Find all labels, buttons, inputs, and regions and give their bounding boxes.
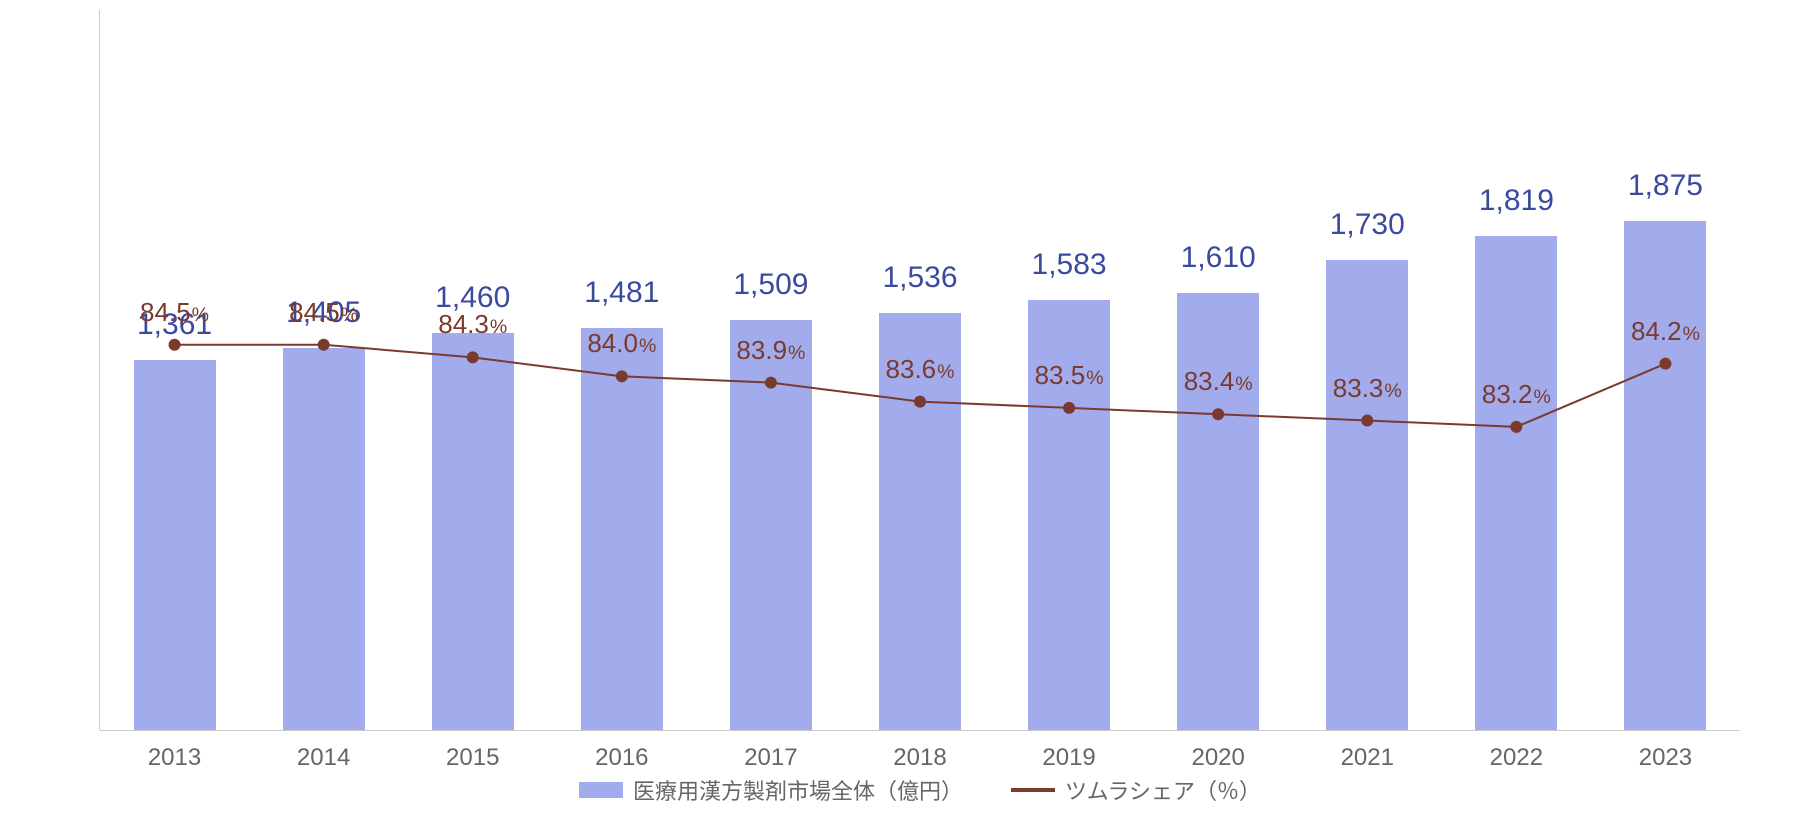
share-line-marker: [1659, 358, 1671, 370]
share-value-unit: %: [1683, 323, 1700, 345]
share-value-unit: %: [1384, 380, 1401, 402]
x-tick-label: 2020: [1191, 744, 1244, 772]
share-value-number: 83.5: [1035, 360, 1086, 390]
share-value-number: 83.9: [736, 335, 787, 365]
share-value-unit: %: [788, 342, 805, 364]
x-tick-label: 2016: [595, 744, 648, 772]
share-value-unit: %: [490, 316, 507, 338]
share-value-unit: %: [341, 304, 358, 326]
share-value-unit: %: [1235, 373, 1252, 395]
share-value-unit: %: [639, 335, 656, 357]
share-value-number: 83.6: [886, 354, 937, 384]
legend-swatch-line-icon: [1011, 788, 1055, 792]
share-value-number: 84.5: [289, 297, 340, 327]
share-value-label: 84.0%: [587, 328, 656, 359]
share-value-label: 83.6%: [886, 354, 955, 385]
share-line-marker: [616, 370, 628, 382]
share-value-label: 83.9%: [736, 335, 805, 366]
x-tick-label: 2019: [1042, 744, 1095, 772]
share-value-label: 84.3%: [438, 309, 507, 340]
share-line-marker: [1063, 402, 1075, 414]
legend-swatch-bar-icon: [579, 782, 623, 798]
share-value-label: 83.4%: [1184, 366, 1253, 397]
share-value-number: 84.2: [1631, 316, 1682, 346]
legend-label: 医療用漢方製剤市場全体（億円）: [633, 774, 963, 806]
legend: 医療用漢方製剤市場全体（億円） ツムラシェア（％）: [579, 774, 1261, 806]
x-tick-label: 2013: [148, 744, 201, 772]
share-line-marker: [1361, 415, 1373, 427]
share-value-number: 83.4: [1184, 366, 1235, 396]
share-line-marker: [318, 339, 330, 351]
share-value-label: 84.2%: [1631, 316, 1700, 347]
share-line-marker: [914, 396, 926, 408]
x-tick-label: 2023: [1639, 744, 1692, 772]
share-value-label: 83.5%: [1035, 360, 1104, 391]
share-value-label: 84.5%: [289, 297, 358, 328]
share-line-marker: [467, 351, 479, 363]
share-value-number: 83.3: [1333, 373, 1384, 403]
x-tick-label: 2018: [893, 744, 946, 772]
share-value-number: 84.5: [140, 297, 191, 327]
share-value-unit: %: [1086, 367, 1103, 389]
x-tick-label: 2015: [446, 744, 499, 772]
market-share-chart: 1,36120131,40520141,46020151,48120161,50…: [0, 0, 1800, 830]
share-value-label: 83.2%: [1482, 379, 1551, 410]
legend-label: ツムラシェア（％）: [1065, 774, 1261, 806]
share-value-label: 83.3%: [1333, 373, 1402, 404]
x-tick-label: 2017: [744, 744, 797, 772]
x-tick-label: 2021: [1341, 744, 1394, 772]
legend-item-market: 医療用漢方製剤市場全体（億円）: [579, 774, 963, 806]
x-axis: [100, 730, 1740, 731]
legend-item-share: ツムラシェア（％）: [1011, 774, 1261, 806]
share-value-label: 84.5%: [140, 297, 209, 328]
share-value-number: 84.3: [438, 309, 489, 339]
share-line-marker: [1212, 408, 1224, 420]
share-value-unit: %: [192, 304, 209, 326]
x-tick-label: 2014: [297, 744, 350, 772]
share-value-unit: %: [1533, 386, 1550, 408]
share-line-marker: [1510, 421, 1522, 433]
x-tick-label: 2022: [1490, 744, 1543, 772]
share-line-marker: [169, 339, 181, 351]
share-value-unit: %: [937, 361, 954, 383]
share-value-number: 84.0: [587, 328, 638, 358]
share-value-number: 83.2: [1482, 379, 1533, 409]
share-line-marker: [765, 377, 777, 389]
plot-area: 1,36120131,40520141,46020151,48120161,50…: [100, 10, 1740, 730]
